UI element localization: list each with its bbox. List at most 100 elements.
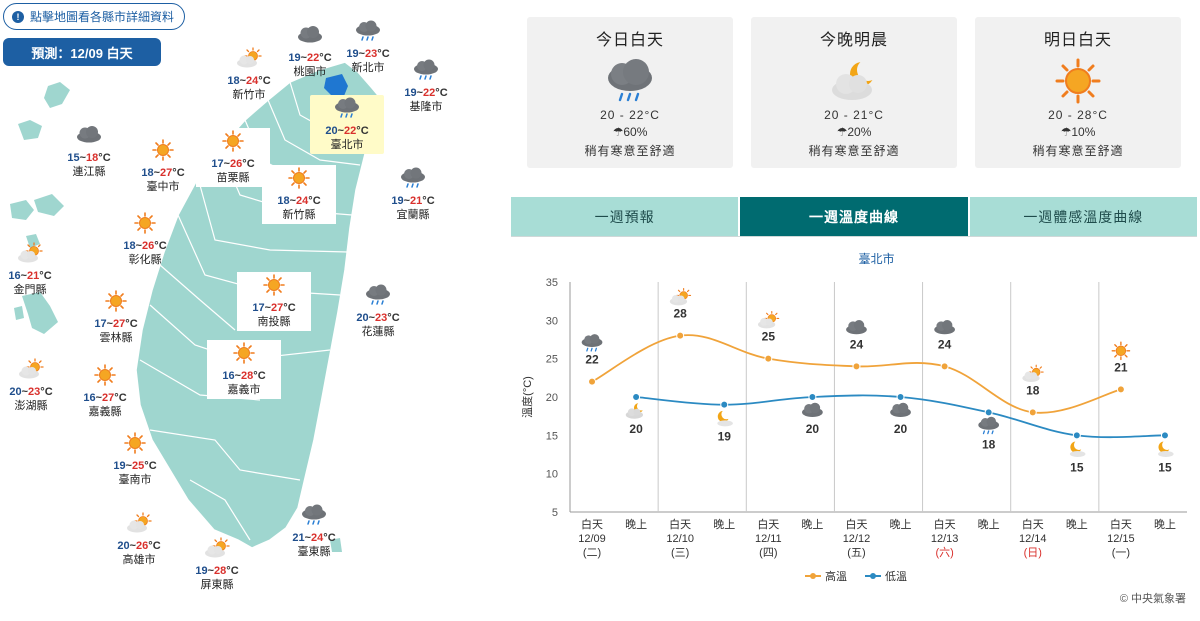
city-temp-unit: °C <box>377 48 390 60</box>
y-tick-label: 30 <box>546 315 558 327</box>
city-8[interactable]: 18~24°C 新竹縣 <box>262 165 336 224</box>
tab-weekly-forecast[interactable]: 一週預報 <box>511 197 739 236</box>
city-temp-low: 16 <box>8 270 21 282</box>
city-temp-unit: °C <box>435 87 448 99</box>
chart-title: 臺北市 <box>858 251 894 266</box>
data-point <box>1160 431 1169 440</box>
city-16[interactable]: 16~27°C 嘉義縣 <box>68 362 142 421</box>
city-temp-low: 18 <box>277 195 290 207</box>
rain-icon <box>978 416 1000 435</box>
city-temp-range: 17~27°C <box>237 301 311 315</box>
city-temp-high: 27 <box>271 302 284 314</box>
city-temp-sep: ~ <box>95 392 103 404</box>
city-15[interactable]: 20~23°C 澎湖縣 <box>0 356 68 415</box>
city-12[interactable]: 17~27°C 雲林縣 <box>79 288 153 347</box>
city-temp-range: 17~26°C <box>196 157 270 171</box>
city-21[interactable]: 21~24°C 臺東縣 <box>277 502 351 561</box>
sun-cloud-icon <box>18 242 43 263</box>
city-5[interactable]: 15~18°C 連江縣 <box>52 122 126 181</box>
city-temp-sep: ~ <box>304 532 312 544</box>
x-period-label: 晚上 <box>801 518 823 531</box>
city-name: 臺中市 <box>146 181 180 193</box>
city-temp-high: 26 <box>142 240 155 252</box>
rain-icon <box>356 20 380 41</box>
tab-weekly-temperature-curve[interactable]: 一週溫度曲線 <box>740 197 968 236</box>
x-period-label: 晚上 <box>978 518 1000 531</box>
sunny-icon <box>1055 58 1101 104</box>
data-value-label: 28 <box>673 307 687 321</box>
city-1[interactable]: 19~23°C 新北市 <box>331 18 405 77</box>
city-temp-high: 22 <box>344 125 357 137</box>
map-panel: ! 點擊地圖看各縣市詳細資料 預測：12/09 白天 19~22°C 桃園市 19… <box>0 0 500 621</box>
sunny-icon <box>1111 341 1131 361</box>
rain-icon <box>608 59 652 102</box>
city-temp-sep: ~ <box>264 302 272 314</box>
city-0[interactable]: 19~22°C 桃園市 <box>273 22 347 81</box>
city-temp-unit: °C <box>356 125 369 137</box>
city-temp-sep: ~ <box>403 195 411 207</box>
city-temp-sep: ~ <box>337 125 345 137</box>
y-tick-label: 20 <box>546 392 558 404</box>
city-temp-high: 28 <box>241 370 254 382</box>
city-13[interactable]: 17~27°C 南投縣 <box>237 272 311 331</box>
data-point <box>632 393 641 401</box>
city-temp-sep: ~ <box>289 195 297 207</box>
city-2[interactable]: 18~24°C 新竹市 <box>212 45 286 104</box>
city-temp-low: 19 <box>404 87 417 99</box>
city-temp-low: 17 <box>252 302 265 314</box>
info-icon: ! <box>12 10 24 23</box>
moon-cloud-icon <box>832 59 879 100</box>
tab-weekly-apparent-temperature-curve[interactable]: 一週體感溫度曲線 <box>969 197 1197 236</box>
city-temp-sep: ~ <box>207 565 215 577</box>
city-20[interactable]: 19~28°C 屏東縣 <box>180 535 254 594</box>
city-name: 臺南市 <box>118 474 152 486</box>
map-detail-link[interactable]: ! 點擊地圖看各縣市詳細資料 <box>3 3 185 30</box>
city-4[interactable]: 20~22°C 臺北市 <box>310 95 384 154</box>
data-value-label: 20 <box>629 422 643 436</box>
city-temp-low: 20 <box>9 386 22 398</box>
city-temp-unit: °C <box>323 532 336 544</box>
x-weekday-label: (四) <box>759 547 777 559</box>
city-name: 臺東縣 <box>297 546 331 558</box>
x-period-label: 白天 <box>757 517 779 531</box>
city-temp-high: 25 <box>132 460 145 472</box>
city-17[interactable]: 16~28°C 嘉義市 <box>207 340 281 399</box>
data-point <box>1028 408 1037 417</box>
city-14[interactable]: 20~23°C 花蓮縣 <box>341 282 415 341</box>
x-period-label: 白天 <box>934 517 956 531</box>
city-3[interactable]: 19~22°C 基隆市 <box>389 57 463 116</box>
data-point <box>1116 385 1125 394</box>
card-temp-range: 20 - 22°C <box>600 108 660 122</box>
city-temp-high: 24 <box>296 195 309 207</box>
data-point <box>588 377 597 386</box>
city-name: 新北市 <box>351 62 385 74</box>
data-point-label-group <box>1069 439 1086 458</box>
tab-label: 一週體感溫度曲線 <box>1023 208 1144 225</box>
rain-icon <box>302 504 326 525</box>
card-temp-range: 20 - 28°C <box>1048 108 1108 122</box>
city-temp-high: 26 <box>136 540 149 552</box>
city-temp-unit: °C <box>148 540 161 552</box>
data-point-label-group <box>669 287 692 306</box>
city-temp-high: 27 <box>113 318 126 330</box>
city-temp-sep: ~ <box>125 460 133 472</box>
x-period-label: 晚上 <box>625 518 647 531</box>
city-18[interactable]: 19~25°C 臺南市 <box>98 430 172 489</box>
city-11[interactable]: 16~21°C 金門縣 <box>0 240 67 299</box>
city-temp-unit: °C <box>154 240 167 252</box>
data-point-label-group <box>978 416 1000 435</box>
city-6[interactable]: 18~27°C 臺中市 <box>126 137 200 196</box>
city-9[interactable]: 19~21°C 宜蘭縣 <box>376 165 450 224</box>
city-temp-range: 16~21°C <box>0 269 67 283</box>
city-10[interactable]: 18~26°C 彰化縣 <box>108 210 182 269</box>
data-point-label-group <box>1158 439 1174 458</box>
city-7[interactable]: 17~26°C 苗栗縣 <box>196 128 270 187</box>
data-value-label: 21 <box>1114 360 1128 374</box>
taipei-region[interactable] <box>324 74 348 96</box>
y-tick-label: 5 <box>552 507 558 519</box>
x-date-label: 12/13 <box>931 533 959 545</box>
data-point <box>940 362 949 371</box>
city-19[interactable]: 20~26°C 高雄市 <box>102 510 176 569</box>
data-point-label-group <box>934 320 955 335</box>
city-temp-low: 20 <box>325 125 338 137</box>
